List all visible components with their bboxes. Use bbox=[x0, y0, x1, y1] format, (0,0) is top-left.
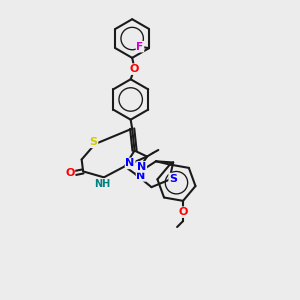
Text: O: O bbox=[65, 168, 74, 178]
Text: O: O bbox=[130, 64, 139, 74]
Text: N: N bbox=[137, 162, 146, 172]
Text: N: N bbox=[125, 158, 135, 168]
Text: S: S bbox=[89, 137, 98, 147]
Text: O: O bbox=[178, 207, 188, 217]
Text: S: S bbox=[169, 173, 177, 184]
Text: NH: NH bbox=[94, 179, 111, 189]
Text: N: N bbox=[136, 171, 146, 181]
Text: F: F bbox=[136, 42, 143, 52]
